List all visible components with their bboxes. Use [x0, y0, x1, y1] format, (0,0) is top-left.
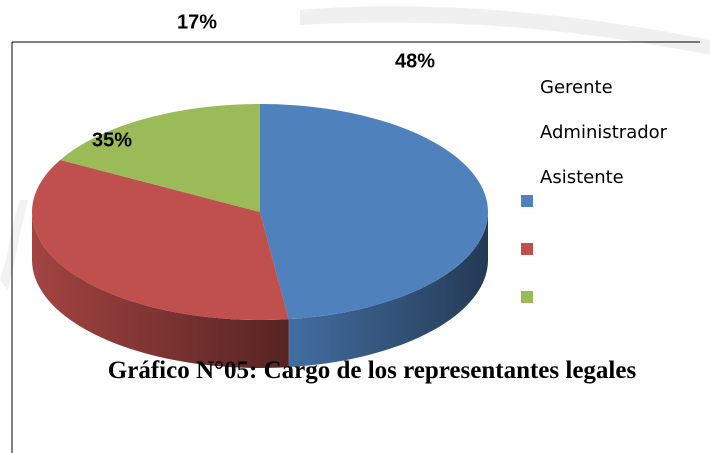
data-label: 17%	[177, 11, 217, 33]
slice	[60, 104, 261, 212]
slice-side	[288, 212, 488, 368]
slice	[32, 159, 289, 320]
legend-swatch	[521, 195, 533, 207]
legend-swatch	[521, 243, 533, 255]
chart-title: Gráfico N°05: Cargo de los representante…	[108, 357, 637, 384]
data-label: 48%	[395, 50, 435, 72]
slice	[260, 104, 488, 320]
background-swoosh	[0, 200, 28, 290]
data-label: 35%	[92, 129, 132, 151]
legend-swatch	[521, 291, 533, 303]
legend-label: Asistente	[540, 167, 624, 188]
background-swoosh	[300, 6, 710, 55]
slice-side	[32, 212, 289, 368]
legend-label: Gerente	[540, 77, 613, 98]
pie	[32, 104, 488, 368]
legend-label: Administrador	[540, 122, 668, 143]
